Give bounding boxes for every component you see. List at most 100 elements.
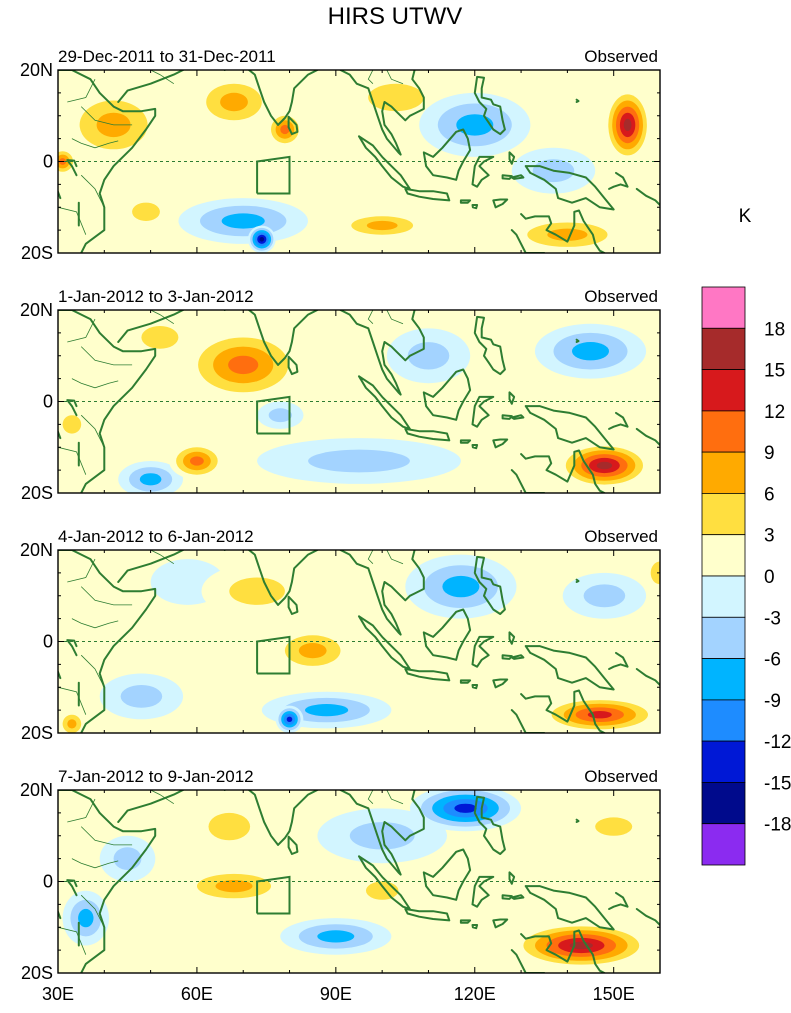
coastline	[575, 578, 580, 583]
anomaly-contour	[229, 577, 285, 605]
country-border	[150, 790, 175, 805]
coastline	[404, 668, 451, 682]
coastline	[66, 159, 78, 177]
country-border	[150, 70, 175, 85]
country-border	[67, 798, 96, 823]
colorbar-label: 0	[764, 567, 775, 588]
coastline	[608, 411, 629, 430]
anomaly-contour	[62, 415, 82, 434]
coastline	[471, 875, 495, 908]
colorbar-swatch	[701, 451, 746, 494]
country-border	[367, 790, 374, 804]
coastline	[501, 414, 513, 420]
coastline	[287, 835, 299, 855]
anomaly-contour	[268, 408, 292, 423]
panel-label: Observed	[584, 47, 658, 66]
coastline	[501, 894, 513, 900]
anomaly-contour	[650, 561, 660, 585]
coastline	[358, 375, 411, 430]
coastline	[404, 427, 451, 442]
y-tick-label: 0	[43, 632, 53, 652]
x-tick-label: 150E	[593, 984, 635, 1004]
anomaly-contour	[596, 461, 613, 470]
colorbar-swatch	[701, 369, 746, 412]
coastline	[471, 635, 495, 668]
coastline	[58, 669, 62, 680]
country-border	[80, 106, 133, 126]
panel-date-range: 4-Jan-2012 to 6-Jan-2012	[58, 527, 254, 546]
anomaly-contour	[139, 473, 162, 486]
country-border	[71, 618, 119, 629]
anomaly-contour	[454, 803, 477, 813]
coastline	[492, 438, 509, 449]
y-tick-label: 20S	[21, 483, 53, 503]
coastline	[510, 894, 525, 900]
anomaly-contour	[280, 124, 290, 135]
coastline	[471, 924, 479, 930]
anomaly-contour	[368, 83, 424, 112]
country-border	[80, 346, 133, 366]
coastline	[473, 555, 506, 615]
x-axis: 30E 60E 90E 120E 150E	[42, 984, 635, 1004]
colorbar-swatch	[701, 699, 746, 742]
coastline	[524, 885, 615, 931]
country-border	[367, 550, 374, 564]
coastline	[459, 439, 472, 444]
anomaly-contour	[141, 326, 179, 349]
anomaly-contour	[259, 237, 265, 242]
y-tick-label: 20S	[21, 723, 53, 743]
coastline	[339, 550, 425, 636]
country-border	[67, 318, 96, 343]
panel-date-range: 7-Jan-2012 to 9-Jan-2012	[58, 767, 254, 786]
anomaly-contour	[407, 342, 450, 370]
coastline	[510, 414, 525, 420]
coastline	[223, 70, 319, 126]
x-tick-label: 60E	[181, 984, 213, 1004]
coastline	[66, 879, 78, 897]
map-panel: 20N 0 20S 29-Dec-2011 to 31-Dec-2011 Observe…	[20, 47, 661, 263]
colorbar-label: -6	[764, 650, 781, 671]
coastline	[524, 645, 615, 691]
y-tick-label: 0	[43, 392, 53, 412]
country-border	[80, 174, 105, 208]
colorbar-swatch	[701, 286, 746, 329]
anomaly-contour	[572, 342, 609, 361]
coastline	[471, 395, 495, 428]
coastline	[501, 654, 513, 660]
coastline	[508, 631, 516, 645]
region-box	[256, 395, 291, 435]
anomaly-contour	[308, 449, 410, 473]
colorbar-label: -9	[764, 691, 781, 712]
y-tick-label: 20N	[20, 780, 53, 800]
coastline	[508, 871, 516, 885]
coastline	[508, 151, 516, 165]
anomaly-contour	[366, 881, 399, 900]
coastline	[510, 174, 525, 180]
coastline	[471, 155, 495, 188]
anomaly-contour	[298, 643, 327, 659]
country-border	[150, 550, 175, 565]
panel-date-range: 1-Jan-2012 to 3-Jan-2012	[58, 287, 254, 306]
coastline	[524, 165, 615, 211]
coastline	[459, 679, 472, 684]
anomaly-contour	[132, 202, 160, 221]
region-box	[256, 875, 291, 915]
x-tick-label: 30E	[42, 984, 74, 1004]
country-border	[58, 206, 87, 235]
anomaly-contour	[595, 817, 633, 836]
country-border	[386, 70, 404, 85]
coastline	[575, 338, 580, 343]
anomaly-contour	[623, 118, 632, 131]
y-tick-label: 20N	[20, 60, 53, 80]
coastline	[58, 429, 62, 440]
coastline	[422, 608, 472, 661]
region-box	[256, 155, 291, 195]
anomaly-contour	[583, 584, 626, 608]
coastline	[287, 115, 299, 136]
coastline	[473, 315, 506, 376]
colorbar-label: 18	[764, 319, 785, 340]
anomaly-field	[58, 790, 660, 973]
colorbar-label: -18	[764, 815, 791, 836]
anomaly-field	[58, 70, 660, 253]
anomaly-contour	[442, 575, 480, 598]
